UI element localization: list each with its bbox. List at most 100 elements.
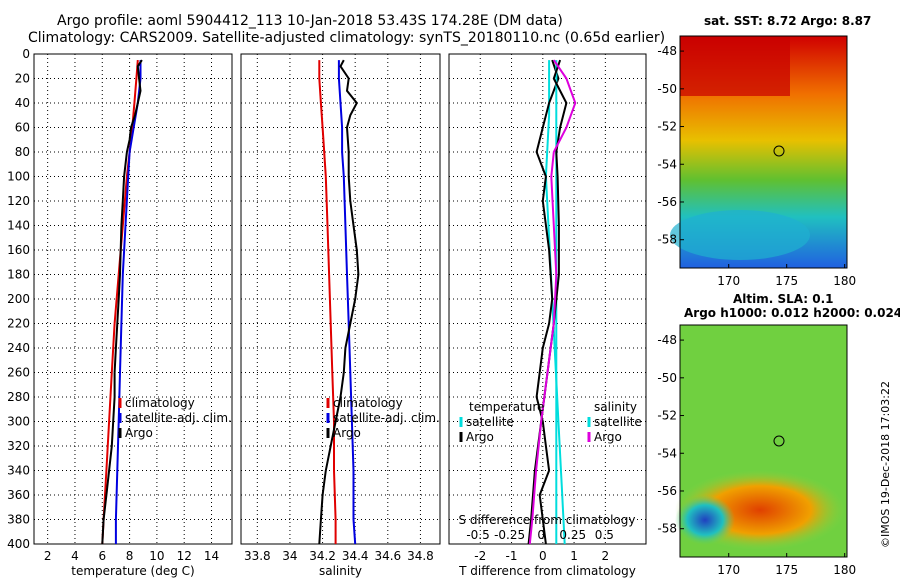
map-y-tick-label: -50	[657, 82, 677, 96]
legend-label: satellite	[466, 415, 514, 429]
secondary-tick-label: -0.25	[494, 528, 525, 542]
legend-label: Argo	[125, 426, 153, 440]
x-tick-label: -2	[474, 549, 486, 563]
x-tick-label: 34.8	[407, 549, 434, 563]
y-tick-label: 160	[7, 243, 30, 257]
sst-frame	[679, 35, 848, 269]
sla-map: Altim. SLA: 0.1 Argo h1000: 0.012 h2000:…	[657, 292, 900, 577]
y-tick-label: 240	[7, 341, 30, 355]
header-line1: Argo profile: aoml 5904412_113 10-Jan-20…	[57, 13, 563, 29]
x-axis-label: temperature (deg C)	[71, 564, 194, 578]
x-tick-label: 2	[602, 549, 610, 563]
legend-label: satellite-adj. clim.	[125, 411, 232, 425]
axes-frame	[448, 53, 647, 545]
y-tick-label: 300	[7, 415, 30, 429]
sst-warm-region	[680, 36, 790, 96]
map-y-tick-label: -48	[657, 333, 677, 347]
map-x-tick-label: 170	[717, 274, 740, 288]
legend-label: climatology	[125, 396, 195, 410]
x-axis-label: salinity	[319, 564, 362, 578]
series-s-satellite-adj	[528, 59, 577, 545]
map-x-tick-label: 175	[775, 274, 798, 288]
series-climatology	[318, 60, 337, 544]
legend-label: Argo	[333, 426, 361, 440]
sla-cool-region	[675, 495, 735, 545]
map-y-tick-label: -54	[657, 157, 677, 171]
map-y-tick-label: -48	[657, 44, 677, 58]
axes-frame	[240, 53, 441, 545]
map-y-tick-label: -54	[657, 446, 677, 460]
legend-label: climatology	[333, 396, 403, 410]
legend-label: Argo	[594, 430, 622, 444]
temperature-panel: 2 4 6 8 10 12 14 temperature (deg C) 0 20 40 60 80 10…	[7, 47, 233, 578]
sst-cool-region	[670, 210, 810, 260]
map-x-tick-label: 175	[775, 563, 798, 577]
map-y-tick-label: -52	[657, 120, 677, 134]
x-tick-label: -1	[506, 549, 518, 563]
y-tick-label: 40	[15, 96, 30, 110]
y-tick-label: 0	[22, 47, 30, 61]
map-x-tick-label: 180	[833, 274, 856, 288]
y-tick-label: 80	[15, 145, 30, 159]
map-x-tick-label: 180	[833, 563, 856, 577]
map-y-tick-label: -58	[657, 522, 677, 536]
sla-axes: -48 -50 -52 -54 -56 -58 170 175 180	[657, 333, 856, 577]
y-tick-label: 140	[7, 219, 30, 233]
y-tick-label: 120	[7, 194, 30, 208]
legend-label: temperature	[469, 400, 544, 414]
x-tick-label: 6	[98, 549, 106, 563]
axes-frame	[33, 53, 233, 545]
x-tick-label: 1	[570, 549, 578, 563]
y-tick-label: 360	[7, 488, 30, 502]
x-tick-label: 0	[539, 549, 547, 563]
series-t-argo	[535, 59, 560, 545]
secondary-tick-label: 0	[537, 528, 545, 542]
legend-label: satellite	[594, 415, 642, 429]
x-tick-label: 10	[149, 549, 164, 563]
sst-argo-location	[773, 145, 785, 157]
legend-label: Argo	[466, 430, 494, 444]
x-axis-label: T difference from climatology	[458, 564, 636, 578]
secondary-tick-label: -0.5	[466, 528, 489, 542]
secondary-tick-label: 0.5	[595, 528, 614, 542]
y-tick-label: 380	[7, 513, 30, 527]
x-tick-label: 2	[44, 549, 52, 563]
x-tick-label: 14	[204, 549, 219, 563]
legend-label: satellite-adj. clim.	[333, 411, 440, 425]
x-tick-label: 33.8	[244, 549, 271, 563]
y-tick-label: 400	[7, 537, 30, 551]
sla-map-title1: Altim. SLA: 0.1	[733, 292, 834, 306]
y-tick-label: 320	[7, 439, 30, 453]
x-tick-label: 34.2	[309, 549, 336, 563]
header-line2: Climatology: CARS2009. Satellite-adjuste…	[28, 30, 665, 46]
y-tick-label: 100	[7, 170, 30, 184]
sla-argo-location	[773, 435, 785, 447]
credit-text: ©IMOS 19-Dec-2018 17:03:22	[879, 381, 892, 548]
x-tick-label: 4	[71, 549, 79, 563]
legend-label: salinity	[594, 400, 637, 414]
series-satellite-adj-clim-	[114, 60, 142, 544]
sst-map: sat. SST: 8.72 Argo: 8.87 -48 -50 -52 -54 -5…	[657, 14, 871, 288]
map-y-tick-label: -58	[657, 233, 677, 247]
series-argo	[318, 59, 360, 545]
map-y-tick-label: -56	[657, 484, 677, 498]
secondary-tick-label: 0.25	[559, 528, 586, 542]
map-x-tick-label: 170	[717, 563, 740, 577]
y-tick-label: 280	[7, 390, 30, 404]
map-y-tick-label: -50	[657, 371, 677, 385]
secondary-axis-label: S difference from climatology	[459, 513, 636, 527]
x-tick-label: 34.6	[374, 549, 401, 563]
salinity-panel: 33.8 34 34.2 34.4 34.6 34.8 salinity climatolog…	[240, 53, 441, 578]
map-y-tick-label: -52	[657, 409, 677, 423]
sst-axes: -48 -50 -52 -54 -56 -58 170 175 180	[657, 44, 856, 288]
sla-map-title2: Argo h1000: 0.012 h2000: 0.024	[684, 306, 900, 320]
y-tick-label: 60	[15, 121, 30, 135]
y-tick-label: 260	[7, 366, 30, 380]
x-tick-label: 12	[177, 549, 192, 563]
y-tick-label: 220	[7, 317, 30, 331]
series-argo	[101, 59, 143, 545]
series-satellite-adj-clim-	[337, 60, 357, 545]
y-tick-label: 200	[7, 292, 30, 306]
x-tick-label: 34	[282, 549, 297, 563]
